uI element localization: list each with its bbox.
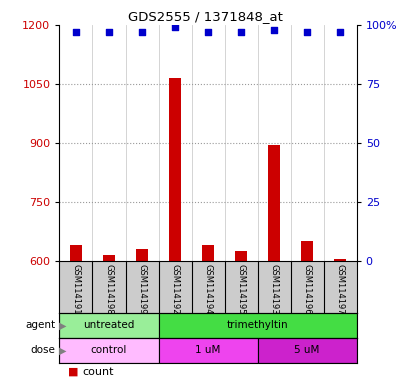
Point — [72, 29, 79, 35]
Text: 1 uM: 1 uM — [195, 345, 220, 356]
Bar — [59, 313, 158, 338]
Point — [336, 29, 343, 35]
Text: ▶: ▶ — [58, 345, 66, 356]
Text: GSM114197: GSM114197 — [335, 264, 344, 314]
Text: ■: ■ — [67, 367, 78, 377]
Text: control: control — [90, 345, 127, 356]
Bar — [136, 249, 147, 261]
Text: GSM114195: GSM114195 — [236, 264, 245, 314]
Text: GSM114191: GSM114191 — [71, 264, 80, 314]
Bar — [158, 338, 257, 363]
Point — [171, 24, 178, 30]
Text: count: count — [82, 367, 113, 377]
Bar — [202, 245, 213, 261]
Text: GDS2555 / 1371848_at: GDS2555 / 1371848_at — [127, 10, 282, 23]
Bar — [103, 255, 115, 261]
Bar — [257, 338, 356, 363]
Point — [303, 29, 310, 35]
Text: GSM114198: GSM114198 — [104, 264, 113, 314]
Bar — [268, 145, 279, 261]
Text: ▶: ▶ — [58, 320, 66, 331]
Bar — [301, 242, 312, 261]
Point — [138, 29, 145, 35]
Bar — [235, 251, 246, 261]
Text: 5 uM: 5 uM — [294, 345, 319, 356]
Bar — [334, 259, 345, 261]
Text: GSM114194: GSM114194 — [203, 264, 212, 314]
Bar — [158, 313, 356, 338]
Point — [106, 29, 112, 35]
Text: untreated: untreated — [83, 320, 134, 331]
Text: dose: dose — [30, 345, 55, 356]
Point — [270, 26, 277, 33]
Point — [237, 29, 244, 35]
Text: agent: agent — [25, 320, 55, 331]
Text: trimethyltin: trimethyltin — [226, 320, 288, 331]
Text: GSM114199: GSM114199 — [137, 264, 146, 314]
Point — [204, 29, 211, 35]
Text: GSM114193: GSM114193 — [269, 264, 278, 314]
Bar — [169, 78, 180, 261]
Bar — [59, 338, 158, 363]
Bar — [70, 245, 81, 261]
Text: GSM114192: GSM114192 — [170, 264, 179, 314]
Text: GSM114196: GSM114196 — [302, 264, 311, 314]
